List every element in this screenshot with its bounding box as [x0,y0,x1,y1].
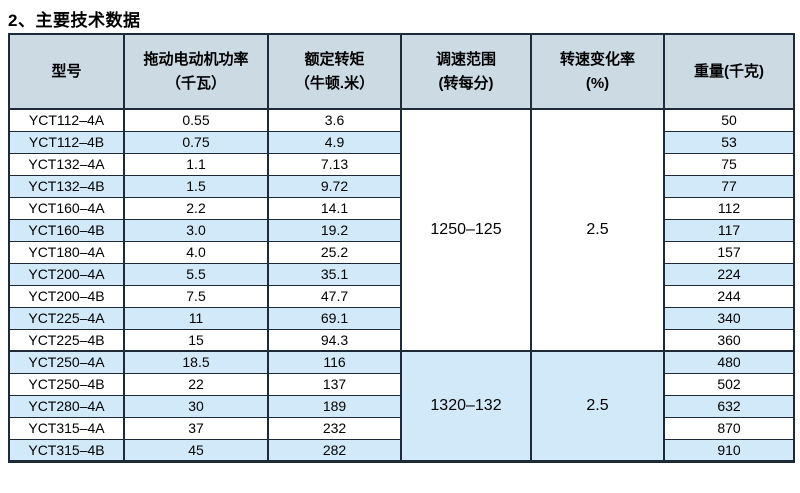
header-row: 型号 拖动电动机功率 （千瓦） 额定转矩 （牛顿.米） 调速范围 (转每分) 转速变化率 (%)… [8,33,795,110]
torque-cell: 3.6 [267,108,402,132]
weight-cell: 910 [663,438,795,462]
model-cell: YCT112–4B [8,130,125,154]
weight-cell: 502 [663,372,795,396]
power-cell: 0.75 [123,130,269,154]
torque-cell: 282 [267,438,402,462]
weight-cell: 77 [663,174,795,198]
model-cell: YCT160–4A [8,196,125,220]
weight-cell: 53 [663,130,795,154]
power-cell: 22 [123,372,269,396]
weight-cell: 117 [663,218,795,242]
weight-cell: 112 [663,196,795,220]
column-header-model: 型号 [8,33,125,110]
speed-range-cell: 1250–125 [400,108,532,352]
torque-cell: 4.9 [267,130,402,154]
power-cell: 5.5 [123,262,269,286]
model-cell: YCT280–4A [8,394,125,418]
model-cell: YCT132–4A [8,152,125,176]
torque-cell: 137 [267,372,402,396]
table-row: YCT132–4B 1.5 9.72 77 [8,174,795,198]
power-cell: 45 [123,438,269,462]
weight-cell: 244 [663,284,795,308]
table-header: 型号 拖动电动机功率 （千瓦） 额定转矩 （牛顿.米） 调速范围 (转每分) 转速变化率 (%)… [8,33,795,110]
weight-cell: 75 [663,152,795,176]
model-cell: YCT250–4B [8,372,125,396]
model-cell: YCT200–4B [8,284,125,308]
weight-cell: 50 [663,108,795,132]
table-row: YCT200–4B 7.5 47.7 244 [8,284,795,308]
torque-cell: 189 [267,394,402,418]
torque-cell: 47.7 [267,284,402,308]
table-row: YCT112–4B 0.75 4.9 53 [8,130,795,154]
power-cell: 11 [123,306,269,330]
table-row: YCT315–4A 37 232 870 [8,416,795,440]
table-row: YCT225–4A 11 69.1 340 [8,306,795,330]
model-cell: YCT315–4A [8,416,125,440]
torque-cell: 94.3 [267,328,402,352]
model-cell: YCT225–4B [8,328,125,352]
weight-cell: 340 [663,306,795,330]
column-header-power: 拖动电动机功率 （千瓦） [123,33,269,110]
power-cell: 0.55 [123,108,269,132]
table-row: YCT200–4A 5.5 35.1 224 [8,262,795,286]
power-cell: 37 [123,416,269,440]
torque-cell: 232 [267,416,402,440]
torque-cell: 14.1 [267,196,402,220]
torque-cell: 9.72 [267,174,402,198]
spec-table: 型号 拖动电动机功率 （千瓦） 额定转矩 （牛顿.米） 调速范围 (转每分) 转速变化率 (%)… [8,33,795,463]
weight-cell: 157 [663,240,795,264]
power-cell: 4.0 [123,240,269,264]
table-row: YCT250–4B 22 137 502 [8,372,795,396]
table-row: YCT180–4A 4.0 25.2 157 [8,240,795,264]
weight-cell: 480 [663,350,795,374]
torque-cell: 25.2 [267,240,402,264]
model-cell: YCT315–4B [8,438,125,462]
weight-cell: 870 [663,416,795,440]
speed-range-cell: 1320–132 [400,350,532,462]
page-title: 2、主要技术数据 [8,11,141,30]
model-cell: YCT112–4A [8,108,125,132]
table-row: YCT112–4A 0.55 3.6 1250–125 2.5 50 [8,108,795,352]
column-header-speed-range: 调速范围 (转每分) [400,33,532,110]
table-row: YCT160–4A 2.2 14.1 112 [8,196,795,220]
model-cell: YCT132–4B [8,174,125,198]
model-cell: YCT200–4A [8,262,125,286]
table-row: YCT225–4B 15 94.3 360 [8,328,795,352]
torque-cell: 69.1 [267,306,402,330]
power-cell: 2.2 [123,196,269,220]
column-header-weight: 重量(千克) [663,33,795,110]
torque-cell: 19.2 [267,218,402,242]
torque-cell: 116 [267,350,402,374]
power-cell: 15 [123,328,269,352]
model-cell: YCT160–4B [8,218,125,242]
power-cell: 1.5 [123,174,269,198]
torque-cell: 7.13 [267,152,402,176]
torque-cell: 35.1 [267,262,402,286]
model-cell: YCT250–4A [8,350,125,374]
power-cell: 1.1 [123,152,269,176]
column-header-speed-variation: 转速变化率 (%) [530,33,665,110]
table-row: YCT315–4B 45 282 910 [8,438,795,462]
weight-cell: 360 [663,328,795,352]
speed-variation-cell: 2.5 [530,350,665,462]
table-row: YCT160–4B 3.0 19.2 117 [8,218,795,242]
table-row: YCT250–4A 18.5 116 1320–132 2.5 480 [8,350,795,462]
power-cell: 7.5 [123,284,269,308]
table-body: YCT112–4A 0.55 3.6 1250–125 2.5 50 YCT112–4B 0.… [8,108,795,462]
speed-variation-cell: 2.5 [530,108,665,352]
model-cell: YCT180–4A [8,240,125,264]
power-cell: 18.5 [123,350,269,374]
column-header-torque: 额定转矩 （牛顿.米） [267,33,402,110]
weight-cell: 632 [663,394,795,418]
power-cell: 3.0 [123,218,269,242]
weight-cell: 224 [663,262,795,286]
power-cell: 30 [123,394,269,418]
model-cell: YCT225–4A [8,306,125,330]
